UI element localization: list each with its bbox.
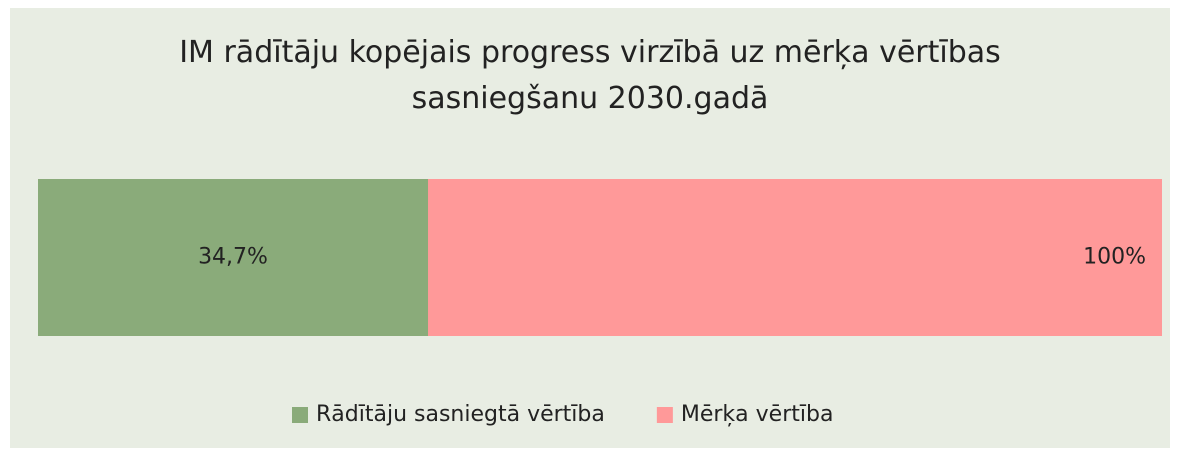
legend-label: Mērķa vērtība [681,402,834,427]
data-label: 100% [1083,245,1146,270]
legend-swatch [292,407,308,423]
legend-label: Rādītāju sasniegtā vērtība [316,402,605,427]
chart-title: IM rādītāju kopējais progress virzībā uz… [179,35,1001,116]
data-label: 34,7% [198,245,268,270]
bar [38,179,429,336]
legend-swatch [656,407,673,423]
